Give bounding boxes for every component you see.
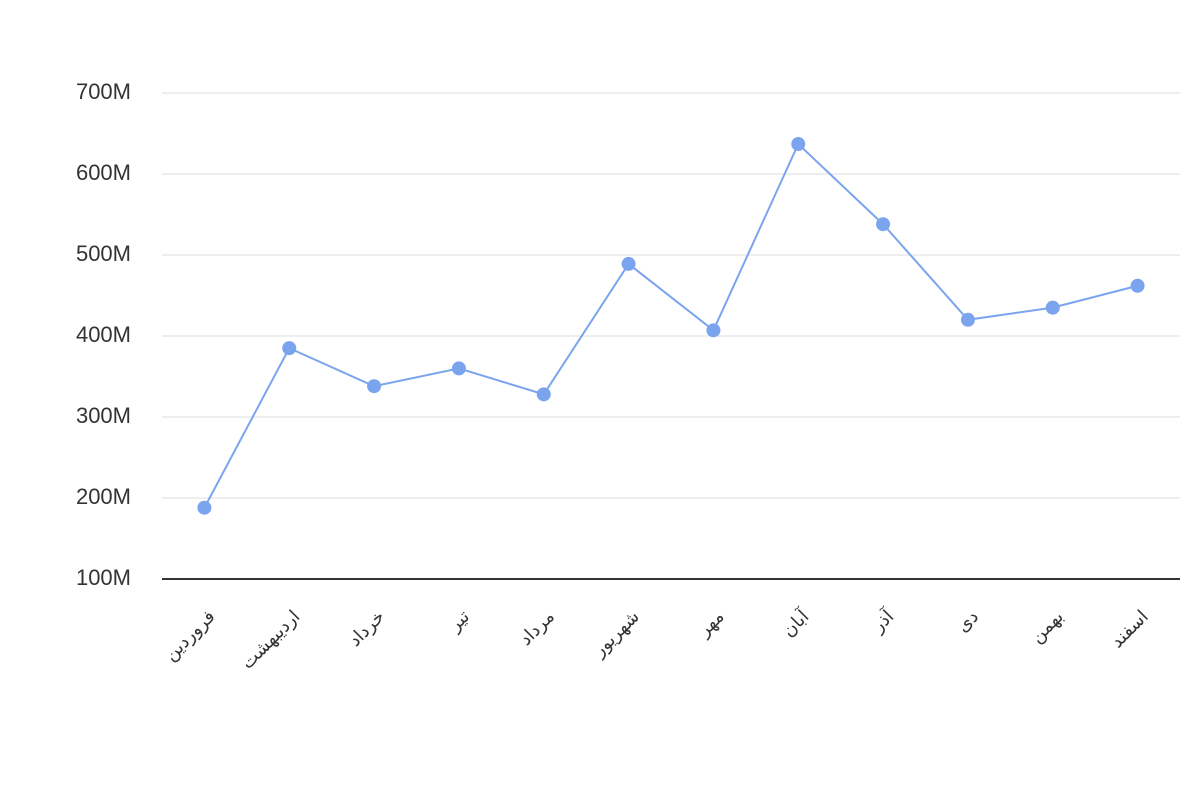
x-tick-label: بهمن [1027,606,1068,647]
y-tick-label: 300M [76,403,131,428]
x-tick-label: اسفند [1107,606,1153,652]
y-tick-label: 600M [76,160,131,185]
point [367,379,382,394]
point [536,387,551,402]
point [451,361,466,376]
point [282,341,297,356]
y-tick-label: 400M [76,322,131,347]
point [197,500,212,515]
x-tick-label: فروردین [160,606,219,665]
x-tick-label: خرداد [345,606,390,651]
x-tick-label: مهر [693,606,728,641]
point [791,137,806,152]
point [1045,300,1060,315]
point [960,312,975,327]
point [706,323,721,338]
x-tick-label: شهریور [588,606,643,661]
point [1130,278,1145,293]
point [876,217,891,232]
point [621,256,636,271]
y-tick-label: 200M [76,484,131,509]
x-tick-label: اردیبهشت [237,606,304,673]
x-tick-label: مرداد [515,606,559,650]
x-tick-label: تیر [444,606,474,636]
x-tick-label: آبان [777,604,814,641]
x-tick-label: دی [953,606,983,636]
x-tick-label: آذر [866,604,899,637]
y-tick-label: 700M [76,79,131,104]
y-tick-label: 500M [76,241,131,266]
y-tick-label: 100M [76,565,131,590]
line [203,142,1138,509]
